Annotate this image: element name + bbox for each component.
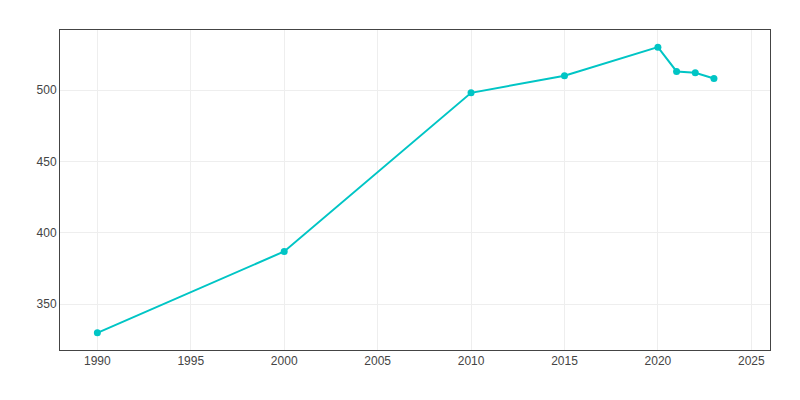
svg-text:2000: 2000: [271, 354, 298, 368]
svg-text:1990: 1990: [84, 354, 111, 368]
svg-text:500: 500: [37, 83, 57, 97]
svg-text:2020: 2020: [645, 354, 672, 368]
svg-text:450: 450: [37, 155, 57, 169]
svg-text:2015: 2015: [551, 354, 578, 368]
svg-text:400: 400: [37, 226, 57, 240]
svg-text:2005: 2005: [364, 354, 391, 368]
svg-text:2010: 2010: [458, 354, 485, 368]
svg-text:350: 350: [37, 297, 57, 311]
svg-text:1995: 1995: [177, 354, 204, 368]
svg-text:2025: 2025: [738, 354, 765, 368]
